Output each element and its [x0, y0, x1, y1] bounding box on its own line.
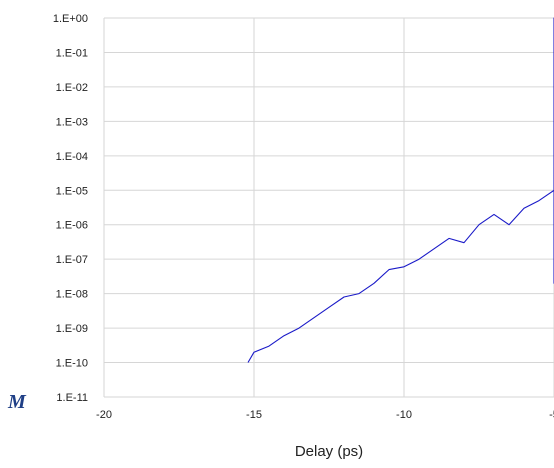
y-tick-label: 1.E-04 — [56, 151, 88, 163]
corner-text: M — [8, 391, 26, 413]
series-line — [247, 17, 554, 363]
grid — [103, 17, 554, 398]
y-tick-label: 1.E-07 — [56, 254, 88, 266]
y-tick-label: 1.E-08 — [56, 289, 88, 301]
y-tick-label: 1.E-06 — [56, 220, 88, 232]
x-tick-label: -20 — [96, 409, 112, 421]
y-tick-label: 1.E-11 — [56, 392, 88, 404]
x-axis-ticks: -20-15-10-5051 — [96, 409, 554, 421]
x-tick-label: -10 — [396, 409, 412, 421]
y-tick-label: 1.E-03 — [56, 116, 88, 128]
x-axis-title: Delay (ps) — [295, 443, 363, 460]
x-tick-label: -5 — [549, 409, 554, 421]
y-tick-label: 1.E+00 — [53, 13, 88, 25]
y-tick-label: 1.E-09 — [56, 323, 88, 335]
y-tick-label: 1.E-10 — [56, 358, 88, 370]
y-tick-label: 1.E-01 — [56, 47, 88, 59]
y-axis-ticks: 1.E+00 1.E-01 1.E-02 1.E-03 1.E-04 1.E-05 1.E-… — [53, 13, 88, 404]
y-tick-label: 1.E-05 — [56, 185, 88, 197]
y-tick-label: 1.E-02 — [56, 82, 88, 94]
x-tick-label: -15 — [246, 409, 262, 421]
